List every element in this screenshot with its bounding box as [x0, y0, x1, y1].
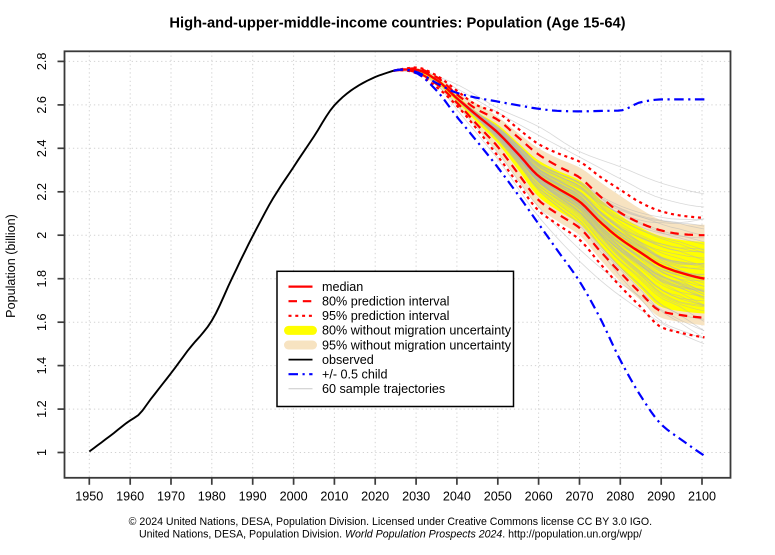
svg-text:1: 1 — [35, 449, 49, 456]
svg-text:2090: 2090 — [647, 489, 675, 503]
svg-text:1970: 1970 — [157, 489, 185, 503]
svg-text:2: 2 — [35, 232, 49, 239]
svg-text:2030: 2030 — [402, 489, 430, 503]
svg-text:60 sample trajectories: 60 sample trajectories — [322, 382, 445, 396]
svg-text:2050: 2050 — [484, 489, 512, 503]
svg-text:2020: 2020 — [361, 489, 389, 503]
svg-text:2060: 2060 — [525, 489, 553, 503]
svg-text:80% without migration uncertai: 80% without migration uncertainty — [322, 324, 512, 338]
svg-text:1.4: 1.4 — [35, 357, 49, 375]
svg-text:1990: 1990 — [239, 489, 267, 503]
svg-text:2.8: 2.8 — [35, 53, 49, 71]
svg-text:2070: 2070 — [565, 489, 593, 503]
svg-text:95% without migration uncertai: 95% without migration uncertainty — [322, 338, 512, 352]
svg-text:2000: 2000 — [280, 489, 308, 503]
svg-text:1.8: 1.8 — [35, 270, 49, 288]
svg-text:2040: 2040 — [443, 489, 471, 503]
svg-text:2080: 2080 — [606, 489, 634, 503]
svg-text:1950: 1950 — [75, 489, 103, 503]
svg-text:1980: 1980 — [198, 489, 226, 503]
svg-text:Population (billion): Population (billion) — [4, 214, 18, 318]
svg-text:2.2: 2.2 — [35, 183, 49, 201]
svg-text:2100: 2100 — [688, 489, 716, 503]
svg-text:1.2: 1.2 — [35, 400, 49, 418]
svg-text:2.6: 2.6 — [35, 96, 49, 114]
svg-text:+/- 0.5 child: +/- 0.5 child — [322, 368, 387, 382]
svg-text:observed: observed — [322, 353, 374, 367]
svg-text:© 2024 United Nations, DESA, P: © 2024 United Nations, DESA, Population … — [129, 516, 652, 528]
svg-text:2010: 2010 — [320, 489, 348, 503]
svg-text:80% prediction interval: 80% prediction interval — [322, 295, 449, 309]
svg-text:95% prediction interval: 95% prediction interval — [322, 309, 449, 323]
svg-text:1960: 1960 — [116, 489, 144, 503]
svg-text:2.4: 2.4 — [35, 140, 49, 158]
svg-text:1.6: 1.6 — [35, 313, 49, 331]
svg-text:High-and-upper-middle-income c: High-and-upper-middle-income countries: … — [169, 16, 625, 32]
svg-text:median: median — [322, 280, 363, 294]
svg-text:United Nations, DESA, Populati: United Nations, DESA, Population Divisio… — [139, 529, 642, 541]
